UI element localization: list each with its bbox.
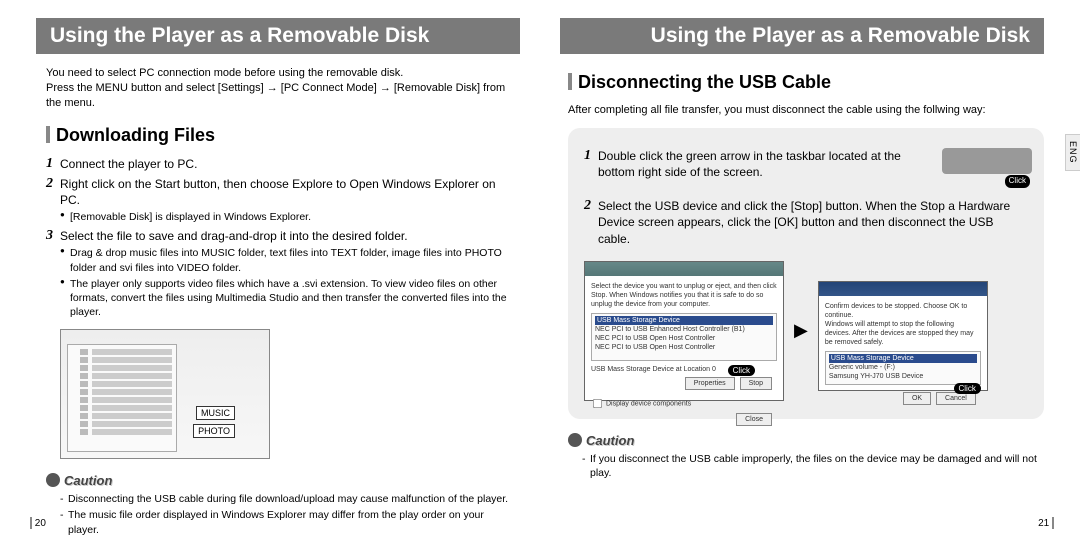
intro-right: After completing all file transfer, you … xyxy=(568,103,1044,118)
dialog-b-text2: Windows will attempt to stop the followi… xyxy=(825,320,981,347)
right-step-2: 2 Select the USB device and click the [S… xyxy=(584,198,1028,247)
step-3-text: Select the file to save and drag-and-dro… xyxy=(60,229,408,243)
arrow-icon: ▶ xyxy=(794,320,808,341)
step-2-num: 2 xyxy=(46,175,53,194)
dialog-a-item4: NEC PCI to USB Open Host Controller xyxy=(595,343,773,352)
dialog-a-item2: NEC PCI to USB Enhanced Host Controller … xyxy=(595,325,773,334)
step-1: 1 Connect the player to PC. xyxy=(46,156,512,172)
explorer-figure: MUSIC PHOTO xyxy=(60,329,512,459)
click-badge-b: Click xyxy=(954,383,981,394)
click-badge-a: Click xyxy=(728,365,755,376)
click-badge-tray: Click xyxy=(1005,175,1030,188)
step-3-sub2: The player only supports video files whi… xyxy=(60,277,512,320)
step-3: 3 Select the file to save and drag-and-d… xyxy=(46,228,512,244)
stop-button[interactable]: Stop xyxy=(740,377,772,390)
ok-button[interactable]: OK xyxy=(903,392,931,405)
systray-figure xyxy=(942,148,1032,174)
step-2-sub: [Removable Disk] is displayed in Windows… xyxy=(60,210,512,224)
dialog-a-item3: NEC PCI to USB Open Host Controller xyxy=(595,334,773,343)
dialog-safely-remove: Select the device you want to unplug or … xyxy=(584,261,784,401)
intro-line2: Press the MENU button and select [Settin… xyxy=(46,81,512,111)
properties-button[interactable]: Properties xyxy=(685,377,735,390)
dialog-b-item1: USB Mass Storage Device xyxy=(829,354,977,363)
step-2: 2 Right click on the Start button, then … xyxy=(46,176,512,208)
intro-line1: You need to select PC connection mode be… xyxy=(46,66,512,81)
dialog-b-text: Confirm devices to be stopped. Choose OK… xyxy=(825,302,981,320)
display-components-label: Display device components xyxy=(606,401,691,408)
dialog-a-text: Select the device you want to unplug or … xyxy=(591,282,777,309)
right-step-1-text: Double click the green arrow in the task… xyxy=(598,149,901,179)
page-number-left: 20 xyxy=(30,517,46,529)
display-components-checkbox[interactable] xyxy=(593,399,602,408)
page-number-left-value: 20 xyxy=(35,518,46,529)
right-step-2-text: Select the USB device and click the [Sto… xyxy=(598,199,1010,245)
caution-list-right: If you disconnect the USB cable improper… xyxy=(582,452,1044,480)
step-3-num: 3 xyxy=(46,227,53,246)
callout-box: 1 Double click the green arrow in the ta… xyxy=(568,128,1044,419)
section-downloading: Downloading Files xyxy=(46,125,512,146)
section-disconnecting: Disconnecting the USB Cable xyxy=(568,72,1044,93)
language-tab: ENG xyxy=(1065,134,1080,171)
step-1-text: Connect the player to PC. xyxy=(60,157,197,171)
step-3-sub1: Drag & drop music files into MUSIC folde… xyxy=(60,246,512,274)
banner-right: Using the Player as a Removable Disk xyxy=(560,18,1044,54)
banner-left: Using the Player as a Removable Disk xyxy=(36,18,520,54)
close-button[interactable]: Close xyxy=(736,413,772,426)
intro-text: You need to select PC connection mode be… xyxy=(46,66,512,111)
caution-heading-left: Caution xyxy=(46,473,512,488)
step-2-text: Right click on the Start button, then ch… xyxy=(60,177,496,207)
dialog-b-item3: Samsung YH-J70 USB Device xyxy=(829,372,977,381)
page-number-right: 21 xyxy=(1038,517,1054,529)
right-step-1-num: 1 xyxy=(584,147,591,166)
right-step-1: 1 Double click the green arrow in the ta… xyxy=(584,148,1028,180)
step-1-num: 1 xyxy=(46,155,53,174)
page-number-right-value: 21 xyxy=(1038,518,1049,529)
dialog-stop-device: Confirm devices to be stopped. Choose OK… xyxy=(818,281,988,391)
caution-left-1: Disconnecting the USB cable during file … xyxy=(60,492,512,506)
folder-badge-photo: PHOTO xyxy=(193,424,235,438)
folder-badge-music: MUSIC xyxy=(196,406,235,420)
dialog-a-item1: USB Mass Storage Device xyxy=(595,316,773,325)
caution-left-2: The music file order displayed in Window… xyxy=(60,508,512,536)
dialog-b-item2: Generic volume - (F:) xyxy=(829,363,977,372)
cancel-button[interactable]: Cancel xyxy=(936,392,976,405)
caution-right-1: If you disconnect the USB cable improper… xyxy=(582,452,1044,480)
right-step-2-num: 2 xyxy=(584,197,591,216)
caution-list-left: Disconnecting the USB cable during file … xyxy=(60,492,512,537)
